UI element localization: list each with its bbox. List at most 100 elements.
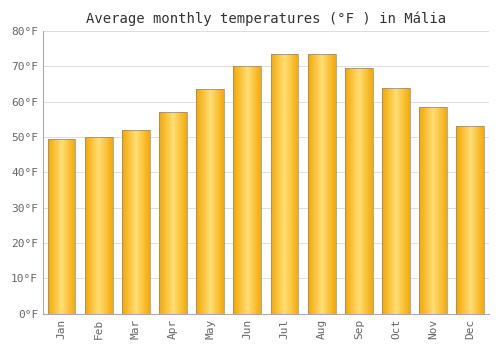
Bar [168,112,169,314]
Bar [65,139,66,314]
Bar [312,54,313,314]
Bar [293,54,294,314]
Bar [473,126,474,314]
Bar [391,88,392,314]
Bar [147,130,148,314]
Bar [178,112,179,314]
Bar [345,68,346,314]
Bar [67,139,68,314]
Bar [366,68,367,314]
Bar [446,107,447,314]
Bar [91,137,92,314]
Bar [320,54,321,314]
Bar [199,89,200,314]
Bar [218,89,219,314]
Bar [445,107,446,314]
Bar [138,130,139,314]
Bar [357,68,358,314]
Bar [437,107,438,314]
Bar [68,139,69,314]
Bar [479,126,480,314]
Bar [392,88,393,314]
Bar [354,68,355,314]
Bar [146,130,147,314]
Bar [435,107,436,314]
Bar [457,126,458,314]
Bar [456,126,484,314]
Bar [246,66,247,314]
Bar [103,137,104,314]
Bar [430,107,431,314]
Bar [319,54,320,314]
Bar [401,88,402,314]
Bar [257,66,258,314]
Bar [122,130,123,314]
Bar [444,107,445,314]
Bar [62,139,63,314]
Bar [330,54,331,314]
Bar [176,112,177,314]
Bar [393,88,394,314]
Bar [85,137,86,314]
Bar [186,112,187,314]
Bar [234,66,235,314]
Bar [255,66,256,314]
Bar [213,89,214,314]
Bar [349,68,350,314]
Bar [53,139,54,314]
Bar [184,112,186,314]
Bar [271,54,272,314]
Bar [308,54,309,314]
Bar [86,137,87,314]
Bar [324,54,325,314]
Bar [286,54,288,314]
Bar [386,88,387,314]
Bar [174,112,176,314]
Bar [122,130,150,314]
Bar [128,130,129,314]
Bar [472,126,473,314]
Bar [289,54,290,314]
Bar [85,137,112,314]
Bar [129,130,130,314]
Bar [247,66,248,314]
Bar [443,107,444,314]
Bar [480,126,481,314]
Bar [239,66,240,314]
Bar [359,68,360,314]
Bar [295,54,296,314]
Bar [360,68,361,314]
Bar [382,88,383,314]
Bar [402,88,403,314]
Bar [291,54,292,314]
Bar [205,89,206,314]
Bar [464,126,466,314]
Bar [434,107,435,314]
Bar [384,88,385,314]
Bar [460,126,461,314]
Bar [238,66,239,314]
Bar [170,112,171,314]
Bar [216,89,217,314]
Bar [59,139,60,314]
Bar [331,54,332,314]
Bar [132,130,133,314]
Bar [326,54,327,314]
Bar [421,107,422,314]
Bar [181,112,182,314]
Bar [100,137,101,314]
Bar [179,112,180,314]
Bar [311,54,312,314]
Bar [407,88,408,314]
Bar [361,68,362,314]
Bar [106,137,107,314]
Bar [387,88,388,314]
Bar [258,66,259,314]
Bar [196,89,197,314]
Bar [408,88,409,314]
Bar [313,54,314,314]
Bar [438,107,440,314]
Bar [173,112,174,314]
Bar [462,126,463,314]
Bar [55,139,56,314]
